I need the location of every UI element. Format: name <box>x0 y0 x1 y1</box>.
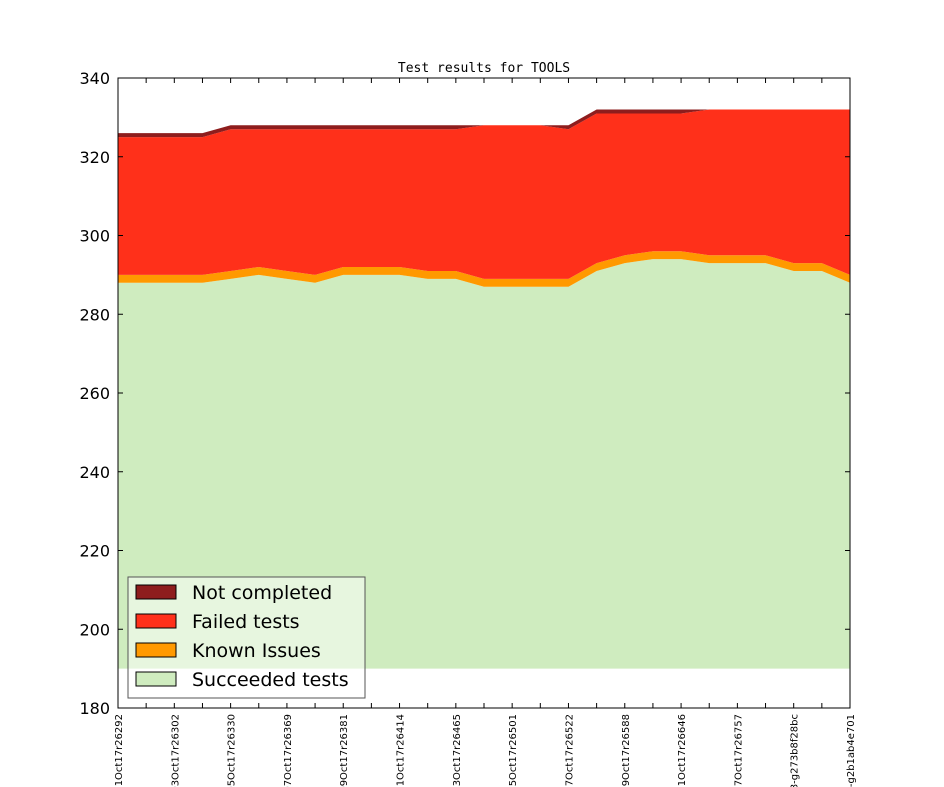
x-tick-label: 21Oct17r26646 <box>677 714 688 787</box>
legend-swatch <box>135 671 177 687</box>
x-tick-label: 11Oct17r26414 <box>396 714 407 787</box>
x-tick-label: 15Oct17r26501 <box>508 714 519 787</box>
legend-label: Failed tests <box>192 611 300 633</box>
y-tick-label: 200 <box>79 620 110 639</box>
y-tick-label: 260 <box>79 384 110 403</box>
legend-label: Not completed <box>192 582 332 604</box>
y-tick-label: 280 <box>79 305 110 324</box>
y-tick-label: 300 <box>79 227 110 246</box>
x-axis-ticks: 31Oct17r26292 03Oct17r26302 05Oct17r26330 0… <box>114 78 857 787</box>
x-tick-label: 8-g273b8f28bc <box>790 714 801 787</box>
legend-swatch <box>135 613 177 629</box>
x-tick-label: 05Oct17r26330 <box>227 714 238 787</box>
x-tick-label: 07Oct17r26369 <box>283 714 294 787</box>
area-not-completed <box>118 109 850 138</box>
legend-label: Known Issues <box>192 640 321 662</box>
x-tick-label: 09Oct17r26381 <box>339 714 350 787</box>
x-tick-label: 31Oct17r26292 <box>114 714 125 787</box>
y-tick-label: 240 <box>79 463 110 482</box>
legend: Not completed Failed tests Known Issues Suc… <box>127 576 366 699</box>
y-tick-label: 180 <box>79 699 110 718</box>
x-tick-label: 13Oct17r26465 <box>452 714 463 787</box>
legend-swatch <box>135 584 177 600</box>
legend-swatch <box>135 642 177 658</box>
area-failed-tests <box>118 109 850 279</box>
x-tick-label: 19Oct17r26588 <box>621 714 632 787</box>
area-series-group <box>118 109 850 669</box>
x-tick-label: 17Oct17r26522 <box>564 714 575 787</box>
area-succeeded-tests <box>118 259 850 669</box>
x-tick-label: -g2b1ab4e701 <box>846 714 857 787</box>
chart-title: Test results for TOOLS <box>398 61 570 76</box>
x-tick-label: 27Oct17r26757 <box>733 714 744 787</box>
area-known-issues <box>118 251 850 287</box>
y-tick-label: 340 <box>79 69 110 88</box>
legend-label: Succeeded tests <box>192 669 349 691</box>
y-axis-ticks: 180 200 220 240 260 280 300 320 340 <box>79 69 850 718</box>
y-tick-label: 320 <box>79 148 110 167</box>
y-tick-label: 220 <box>79 542 110 561</box>
x-tick-label: 03Oct17r26302 <box>170 714 181 787</box>
